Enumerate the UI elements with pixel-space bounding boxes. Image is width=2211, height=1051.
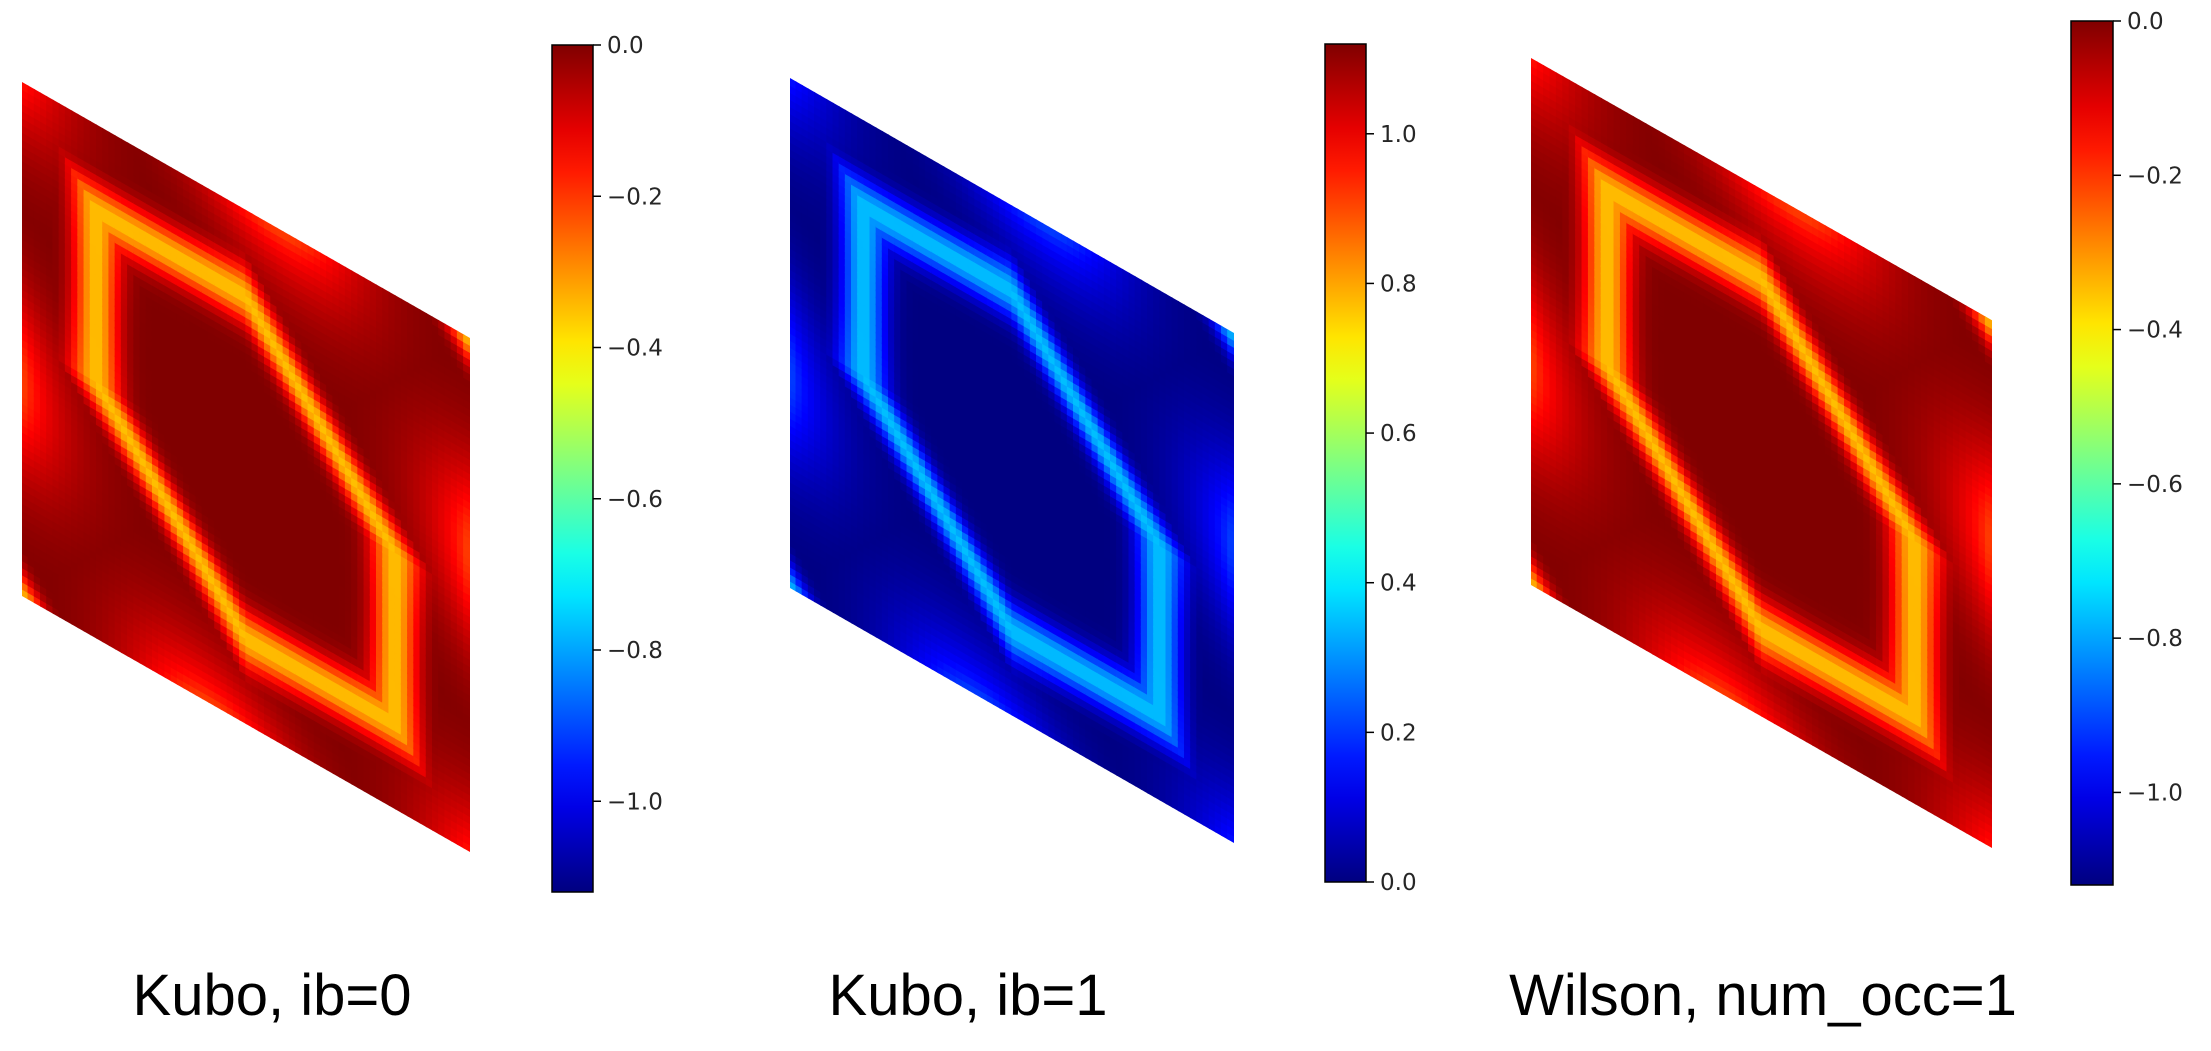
heatmap-cells: [22, 82, 470, 852]
heatmap-plot-kubo-ib0: 0.0−0.2−0.4−0.6−0.8−1.0: [22, 33, 663, 893]
panel-kubo-ib0: 0.0 −0.2 −0.4 −0.6 −0.8 −1.0 Kubo, ib=0: [0, 0, 730, 1051]
